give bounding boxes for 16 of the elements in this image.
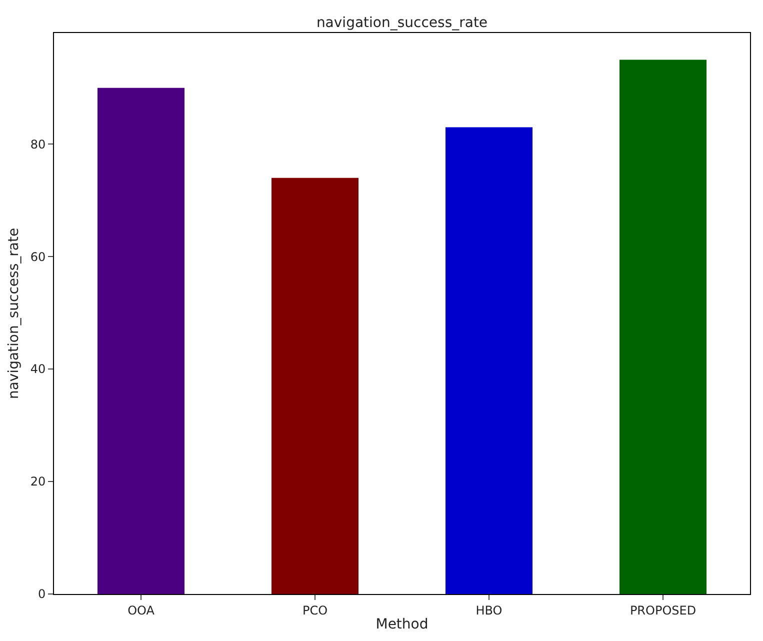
x-tick-label: PROPOSED (630, 603, 696, 618)
y-tick-label: 60 (30, 250, 46, 264)
x-tick-label: HBO (476, 603, 502, 618)
y-tick-label: 20 (30, 474, 46, 489)
y-tick-label: 0 (38, 587, 46, 602)
chart-title: navigation_success_rate (316, 14, 488, 31)
x-tick-label: PCO (302, 603, 328, 618)
y-tick-label: 80 (30, 137, 46, 152)
y-axis-title: navigation_success_rate (6, 228, 22, 400)
bar (272, 178, 358, 594)
x-tick-label: OOA (128, 603, 156, 618)
bar (446, 127, 532, 594)
y-tick-label: 40 (30, 362, 46, 376)
x-axis-title: Method (376, 616, 428, 633)
bar (98, 88, 184, 594)
bar (620, 60, 706, 594)
